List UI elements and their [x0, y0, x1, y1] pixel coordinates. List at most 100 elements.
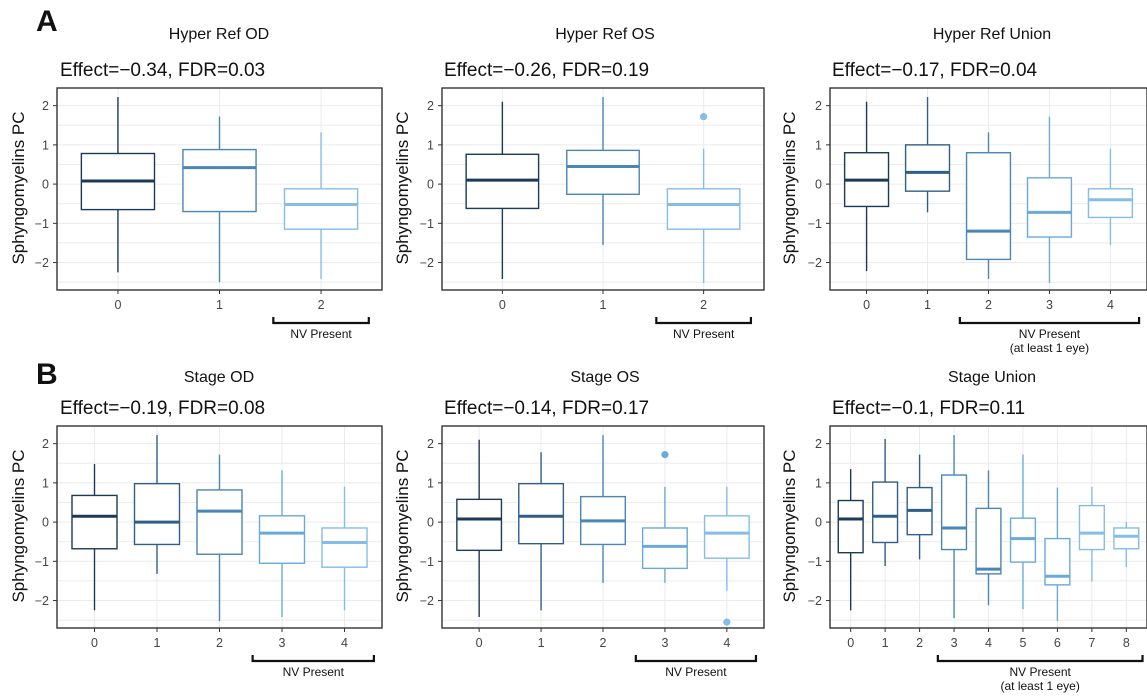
bracket-line — [634, 655, 758, 663]
y-tick-label: −2 — [35, 256, 49, 270]
box-rect — [182, 148, 257, 213]
box-rect — [940, 474, 968, 551]
x-tick-label: 0 — [847, 636, 854, 650]
bracket-label: NV Present — [665, 665, 727, 679]
box-0 — [843, 101, 890, 272]
x-tick-label: 1 — [538, 636, 545, 650]
outlier-point — [700, 113, 708, 121]
nv-present-bracket: NV Present — [272, 317, 370, 341]
box-rect — [904, 144, 951, 192]
panel-hyper-ref-od: Hyper Ref OD Effect=−0.34, FDR=0.03 Sphy… — [9, 26, 383, 341]
panel-effect-text: Effect=−0.1, FDR=0.11 — [832, 398, 1025, 419]
x-tick-label: 7 — [1088, 636, 1095, 650]
box-2 — [283, 132, 359, 280]
box-0 — [465, 101, 540, 280]
x-tick-label: 2 — [985, 298, 992, 312]
box-rect — [133, 482, 181, 546]
box-4 — [1087, 148, 1134, 245]
box-rect — [975, 507, 1002, 575]
bracket-label: NV Present — [283, 665, 345, 679]
x-tick-label: 1 — [154, 636, 161, 650]
x-tick-label: 1 — [600, 298, 607, 312]
box-4 — [321, 486, 368, 611]
x-tick-label: 3 — [661, 636, 668, 650]
y-tick-label: −2 — [420, 594, 434, 608]
y-tick-label: −2 — [35, 594, 49, 608]
panel-stage-os: Stage OS Effect=−0.14, FDR=0.17 Sphyngom… — [393, 369, 765, 679]
y-tick-label: 0 — [815, 516, 822, 530]
panel-title: Stage Union — [948, 369, 1036, 386]
box-rect — [321, 527, 368, 568]
y-tick-label: 2 — [815, 99, 822, 113]
box-rect — [1113, 527, 1140, 550]
panel-title: Stage OS — [570, 369, 639, 386]
box-1 — [182, 116, 257, 283]
x-tick-label: 8 — [1123, 636, 1130, 650]
nv-present-bracket: NV Present — [251, 655, 375, 679]
x-tick-label: 4 — [1107, 298, 1114, 312]
outlier-point — [661, 451, 669, 459]
nv-present-bracket: NV Present(at least 1 eye) — [958, 317, 1141, 355]
y-tick-label: 1 — [815, 476, 822, 490]
box-rect — [666, 188, 741, 230]
panel-letter-b: B — [36, 358, 58, 391]
y-tick-label: −1 — [808, 555, 822, 569]
bracket-line — [251, 655, 375, 663]
box-rect — [1026, 177, 1073, 238]
y-tick-label: 0 — [42, 178, 49, 192]
y-axis-label: Sphyngomyelins PC — [780, 111, 799, 264]
x-tick-label: 2 — [700, 298, 707, 312]
x-tick-label: 1 — [882, 636, 889, 650]
y-axis-label: Sphyngomyelins PC — [780, 449, 799, 602]
box-1 — [872, 438, 899, 567]
x-tick-label: 6 — [1054, 636, 1061, 650]
box-rect — [283, 188, 359, 230]
x-tick-label: 1 — [924, 298, 931, 312]
box-2 — [580, 435, 626, 583]
y-tick-label: −1 — [35, 555, 49, 569]
bracket-label: NV Present — [1019, 327, 1081, 341]
panel-stage-union: Stage Union Effect=−0.1, FDR=0.11 Sphyng… — [780, 369, 1147, 693]
box-5 — [1009, 454, 1037, 610]
box-rect — [518, 482, 565, 545]
x-tick-label: 4 — [723, 636, 730, 650]
x-tick-label: 3 — [279, 636, 286, 650]
x-tick-label: 0 — [476, 636, 483, 650]
nv-present-bracket: NV Present — [634, 655, 758, 679]
outlier-point — [723, 618, 731, 626]
x-tick-label: 0 — [114, 298, 121, 312]
box-6 — [1044, 487, 1071, 621]
box-1 — [133, 435, 181, 574]
nv-present-bracket: NV Present — [655, 317, 753, 341]
y-tick-label: −1 — [35, 217, 49, 231]
x-tick-label: 0 — [91, 636, 98, 650]
x-tick-label: 2 — [600, 636, 607, 650]
box-rect — [258, 515, 306, 564]
box-rect — [837, 499, 864, 554]
y-tick-label: 2 — [427, 99, 434, 113]
box-0 — [837, 469, 864, 611]
panel-effect-text: Effect=−0.17, FDR=0.04 — [832, 60, 1038, 81]
y-tick-label: −1 — [420, 555, 434, 569]
box-rect — [1044, 537, 1071, 586]
panel-effect-text: Effect=−0.26, FDR=0.19 — [444, 60, 649, 81]
x-tick-label: 2 — [216, 636, 223, 650]
box-rect — [703, 515, 750, 559]
panel-title: Hyper Ref Union — [933, 26, 1051, 43]
bracket-label: NV Present — [673, 327, 735, 341]
bracket-line — [655, 317, 753, 325]
box-4 — [703, 486, 750, 626]
x-tick-label: 4 — [341, 636, 348, 650]
box-rect — [1009, 517, 1037, 563]
panel-letter-a: A — [36, 5, 58, 38]
panel-title: Hyper Ref OS — [555, 26, 655, 43]
y-tick-label: 1 — [42, 476, 49, 490]
panel-effect-text: Effect=−0.34, FDR=0.03 — [60, 60, 265, 81]
panel-effect-text: Effect=−0.19, FDR=0.08 — [60, 398, 265, 419]
y-axis-label: Sphyngomyelins PC — [393, 449, 412, 602]
box-rect — [641, 527, 688, 570]
y-axis-label: Sphyngomyelins PC — [9, 449, 28, 602]
bracket-label: NV Present — [1010, 665, 1072, 679]
panel-title: Stage OD — [184, 369, 254, 386]
